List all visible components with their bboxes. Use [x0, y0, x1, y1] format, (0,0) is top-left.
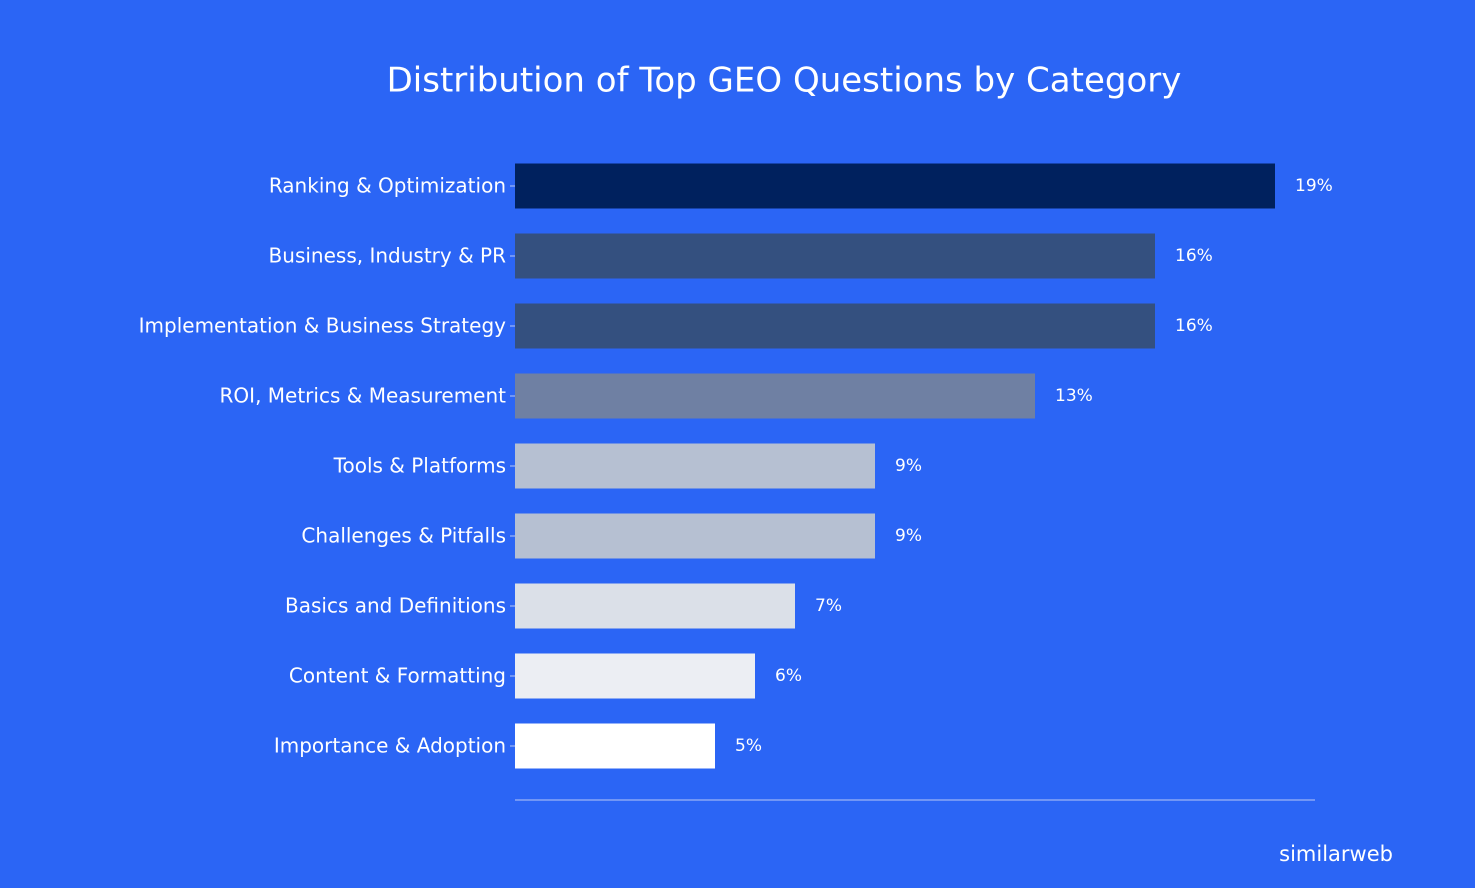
value-label: 16% [1175, 246, 1213, 266]
value-label: 7% [815, 596, 842, 616]
bar [515, 303, 1155, 349]
y-tick-label: Basics and Definitions [285, 594, 506, 618]
y-tick-label: Importance & Adoption [274, 734, 506, 758]
value-label: 13% [1055, 386, 1093, 406]
bar [515, 373, 1035, 419]
y-tick-label: Content & Formatting [289, 664, 506, 688]
value-label: 16% [1175, 316, 1213, 336]
brand: similarweb [1279, 842, 1393, 866]
value-label: 9% [895, 526, 922, 546]
y-tick-label: Ranking & Optimization [269, 174, 506, 198]
value-label: 9% [895, 456, 922, 476]
value-label: 5% [735, 736, 762, 756]
y-tick-label: Tools & Platforms [333, 454, 506, 478]
bar [515, 513, 875, 559]
bar [515, 233, 1155, 279]
y-tick-label: Challenges & Pitfalls [301, 524, 506, 548]
value-label: 19% [1295, 176, 1333, 196]
value-label: 6% [775, 666, 802, 686]
chart-title: Distribution of Top GEO Questions by Cat… [387, 61, 1182, 101]
bar [515, 583, 795, 629]
bar [515, 443, 875, 489]
bar [515, 653, 755, 699]
y-tick-label: Implementation & Business Strategy [139, 314, 507, 338]
y-tick-label: Business, Industry & PR [269, 244, 507, 268]
bar [515, 723, 715, 769]
bar [515, 163, 1275, 209]
y-tick-label: ROI, Metrics & Measurement [220, 384, 507, 408]
